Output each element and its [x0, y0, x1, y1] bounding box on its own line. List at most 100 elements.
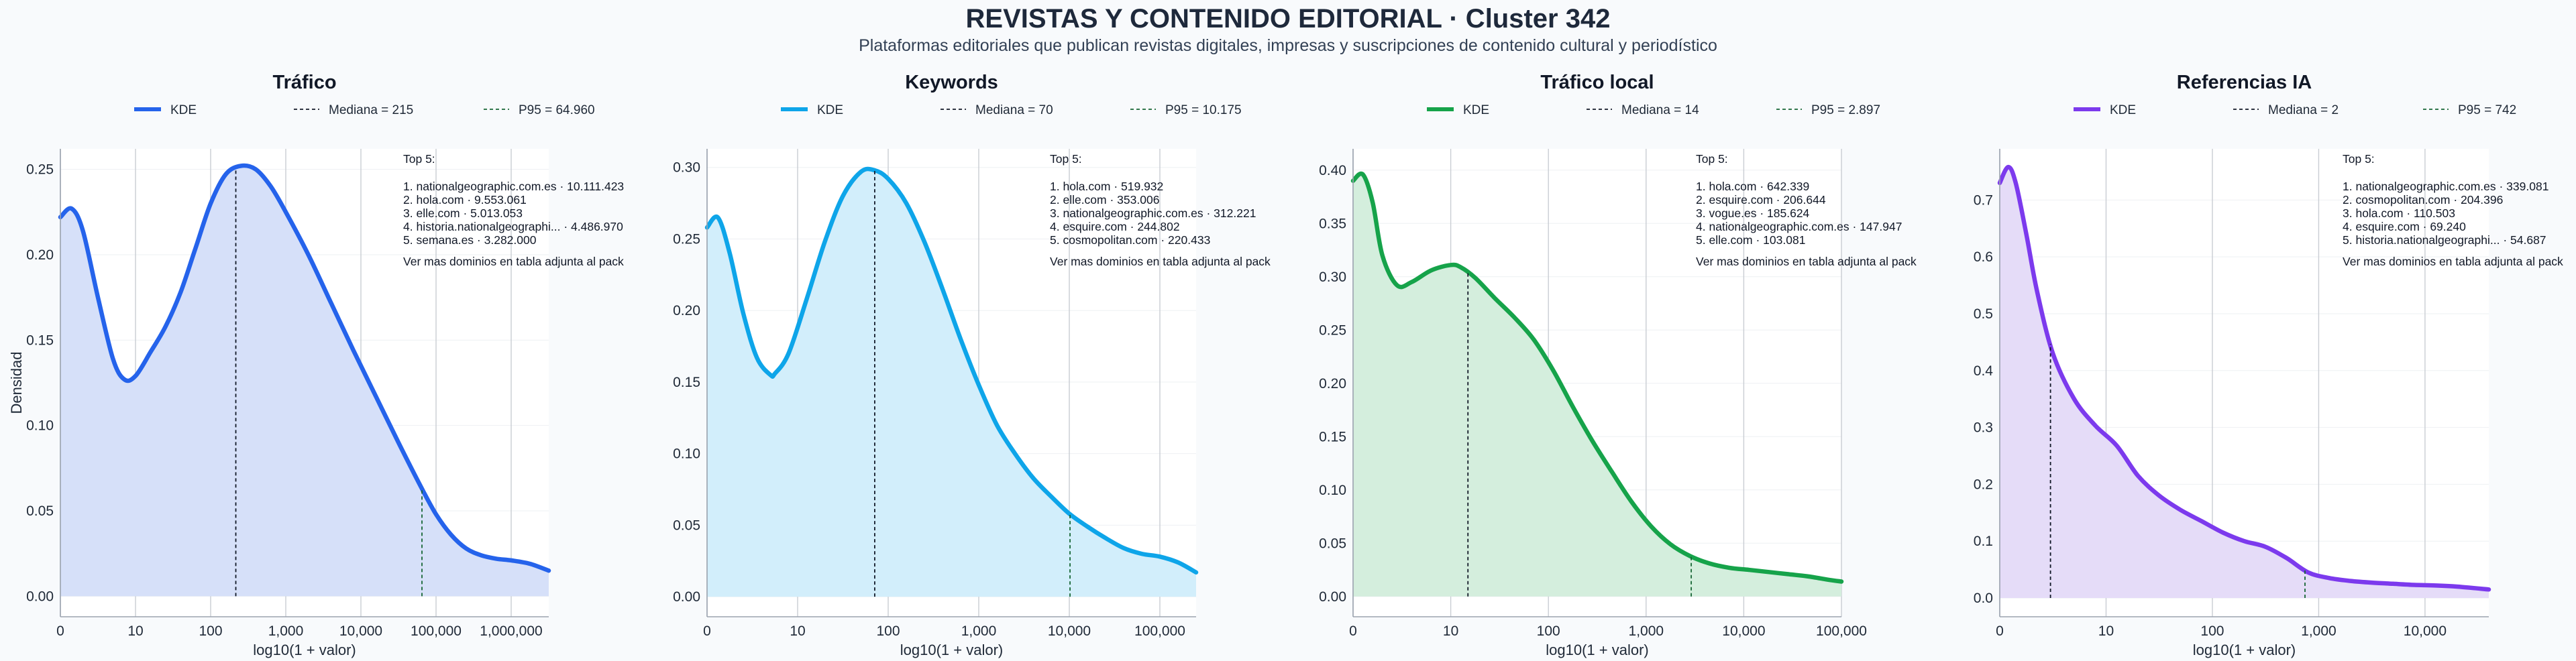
top5-header: Top 5:: [403, 152, 435, 166]
top5-item: 1. nationalgeographic.com.es · 339.081: [2343, 180, 2548, 193]
y-tick-label: 0.25: [26, 162, 54, 178]
top5-footer: Ver mas dominios en tabla adjunta al pac…: [403, 255, 624, 268]
y-tick-label: 0.20: [673, 303, 700, 318]
legend-kde-label: KDE: [170, 103, 197, 117]
chart-panel-3: 0 10 100 1,000 10,000 100,000 0.00 0.05 0.10 0.15…: [1319, 72, 1917, 658]
top5-annotation: Top 5: 1. nationalgeographic.com.es · 10.…: [403, 152, 624, 268]
kde-area: [60, 166, 549, 597]
legend-kde-label: KDE: [817, 103, 843, 117]
x-tick-label: 0: [56, 623, 64, 639]
y-tick-label: 0.2: [1974, 477, 1993, 492]
top5-item: 1. nationalgeographic.com.es · 10.111.42…: [403, 180, 624, 193]
legend-p95-label: P95 = 742: [2458, 103, 2516, 117]
top5-item: 3. hola.com · 110.503: [2343, 206, 2455, 220]
y-tick-label: 0.10: [673, 446, 700, 462]
top5-item: 4. esquire.com · 244.802: [1050, 220, 1180, 233]
top5-item: 5. elle.com · 103.081: [1696, 233, 1805, 247]
x-tick-label: 0: [703, 623, 711, 639]
x-tick-label: 0: [1349, 623, 1357, 639]
top5-footer: Ver mas dominios en tabla adjunta al pac…: [2343, 255, 2563, 268]
top5-item: 1. hola.com · 519.932: [1050, 180, 1163, 193]
legend-median-label: Mediana = 2: [2268, 103, 2339, 117]
kde-line: [704, 166, 1199, 575]
legend-kde-label: KDE: [2110, 103, 2136, 117]
top5-item: 5. cosmopolitan.com · 220.433: [1050, 233, 1210, 247]
top5-item: 4. historia.nationalgeographi... · 4.486…: [403, 220, 623, 233]
y-tick-label: 0.30: [673, 160, 700, 176]
y-tick-label: 0.3: [1974, 420, 1993, 436]
legend-p95-label: P95 = 2.897: [1811, 103, 1880, 117]
y-tick-label: 0.0: [1974, 591, 1993, 606]
top5-header: Top 5:: [2343, 152, 2375, 166]
chart-panel-2: 0 10 100 1,000 10,000 100,000 0.00 0.05 0.10 0.15…: [673, 72, 1271, 658]
x-tick-label: 10,000: [2404, 623, 2447, 639]
x-tick-label: 10: [1443, 623, 1458, 639]
x-tick-label: 1,000: [268, 623, 304, 639]
legend: KDE Mediana = 14 P95 = 2.897: [1427, 103, 1880, 117]
top5-item: 5. historia.nationalgeographi... · 54.68…: [2343, 233, 2546, 247]
x-tick-label: 1,000,000: [480, 623, 542, 639]
y-tick-label: 0.15: [1319, 429, 1346, 444]
page-title: REVISTAS Y CONTENIDO EDITORIAL · Cluster…: [965, 4, 1611, 34]
kde-line: [58, 163, 551, 573]
y-tick-label: 0.20: [26, 247, 54, 263]
page-subtitle: Plataformas editoriales que publican rev…: [859, 36, 1717, 55]
y-tick-label: 0.6: [1974, 249, 1993, 265]
x-tick-label: 10,000: [1048, 623, 1091, 639]
top5-item: 2. hola.com · 9.553.061: [403, 193, 527, 206]
x-tick-label: 10: [790, 623, 805, 639]
y-tick-label: 0.30: [1319, 269, 1346, 285]
x-tick-label: 100,000: [1134, 623, 1185, 639]
y-axis-label: Densidad: [8, 352, 25, 414]
legend-median-label: Mediana = 14: [1621, 103, 1699, 117]
x-tick-label: 10: [2098, 623, 2114, 639]
x-tick-label: 100: [199, 623, 222, 639]
y-tick-label: 0.25: [1319, 322, 1346, 338]
legend: KDE Mediana = 215 P95 = 64.960: [134, 103, 595, 117]
panel-title: Tráfico local: [1540, 72, 1654, 93]
x-axis-label: log10(1 + valor): [900, 642, 1003, 658]
x-axis-label: log10(1 + valor): [253, 642, 356, 658]
x-tick-label: 100: [2200, 623, 2224, 639]
y-tick-label: 0.4: [1974, 363, 1994, 379]
top5-footer: Ver mas dominios en tabla adjunta al pac…: [1050, 255, 1271, 268]
y-tick-label: 0.00: [26, 589, 54, 604]
legend-p95-label: P95 = 10.175: [1165, 103, 1242, 117]
top5-item: 2. cosmopolitan.com · 204.396: [2343, 193, 2503, 206]
kde-line: [1350, 171, 1844, 584]
top5-item: 5. semana.es · 3.282.000: [403, 233, 537, 247]
x-tick-label: 100,000: [1816, 623, 1867, 639]
x-tick-label: 10,000: [1722, 623, 1765, 639]
y-tick-label: 0.10: [26, 418, 54, 434]
legend-median-label: Mediana = 70: [975, 103, 1053, 117]
y-tick-label: 0.15: [26, 333, 54, 348]
top5-item: 3. vogue.es · 185.624: [1696, 206, 1810, 220]
kde-area: [2000, 167, 2489, 599]
y-tick-label: 0.15: [673, 375, 700, 390]
legend-kde-label: KDE: [1463, 103, 1489, 117]
x-axis-label: log10(1 + valor): [2193, 642, 2296, 658]
top5-annotation: Top 5: 1. nationalgeographic.com.es · 339…: [2343, 152, 2563, 268]
y-tick-label: 0.25: [673, 231, 700, 247]
legend-median-label: Mediana = 215: [329, 103, 413, 117]
y-tick-label: 0.5: [1974, 306, 1993, 322]
kde-line: [1997, 164, 2491, 592]
x-tick-label: 100: [876, 623, 900, 639]
chart-panel-1: 0 10 100 1,000 10,000 100,000 1,000,000 0.00 0.0…: [8, 72, 624, 658]
y-tick-label: 0.7: [1974, 192, 1993, 208]
top5-item: 4. esquire.com · 69.240: [2343, 220, 2466, 233]
x-tick-label: 0: [1996, 623, 2004, 639]
y-tick-label: 0.05: [673, 518, 700, 533]
x-tick-label: 10,000: [339, 623, 382, 639]
y-tick-label: 0.1: [1974, 534, 1993, 549]
top5-item: 3. nationalgeographic.com.es · 312.221: [1050, 206, 1256, 220]
x-tick-label: 10: [127, 623, 143, 639]
legend-p95-label: P95 = 64.960: [519, 103, 595, 117]
y-tick-label: 0.10: [1319, 483, 1346, 498]
top5-item: 4. nationalgeographic.com.es · 147.947: [1696, 220, 1902, 233]
top5-item: 2. esquire.com · 206.644: [1696, 193, 1826, 206]
y-tick-label: 0.20: [1319, 376, 1346, 392]
x-tick-label: 1,000: [2301, 623, 2337, 639]
top5-item: 1. hola.com · 642.339: [1696, 180, 1809, 193]
